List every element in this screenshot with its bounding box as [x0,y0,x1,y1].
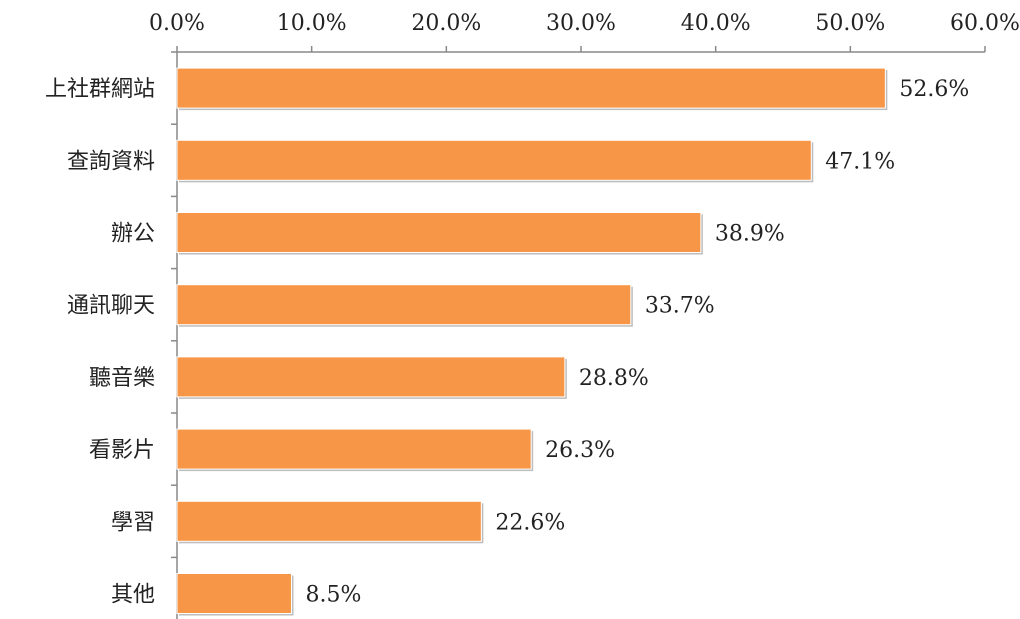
category-label: 看影片 [89,438,155,463]
x-tick-label: 50.0% [815,11,885,36]
data-label: 26.3% [545,438,615,463]
x-tick-label: 20.0% [411,11,481,36]
data-label: 33.7% [645,294,715,319]
category-label: 查詢資料 [67,149,155,174]
data-label: 22.6% [495,510,565,535]
x-tick-label: 30.0% [546,11,616,36]
bar [176,428,532,470]
data-label: 52.6% [899,77,969,102]
x-tick-label: 10.0% [277,11,347,36]
bar [176,67,886,109]
data-label: 28.8% [579,366,649,391]
labels: 上社群網站 52.6% 查詢資料 47.1% 辦公 38.9% 通訊聊天 33.7% 聽音樂 28… [45,77,969,607]
bar [176,212,702,253]
axes: 0.0% 10.0% 20.0% 30.0% 40.0% 50.0% 60.0% [149,11,1020,619]
category-label: 聽音樂 [89,366,155,391]
bar [176,573,292,614]
bar [176,356,566,398]
bar [176,500,482,542]
bars [176,67,888,616]
data-label: 8.5% [305,583,361,608]
category-label: 上社群網站 [45,77,155,102]
data-label: 38.9% [715,222,785,247]
bar [176,284,632,326]
x-tick-label: 60.0% [950,11,1020,36]
x-tick-label: 40.0% [681,11,751,36]
category-label: 其他 [111,583,155,608]
category-label: 通訊聊天 [67,294,155,319]
category-label: 辦公 [111,222,155,247]
bar [176,139,812,181]
data-label: 47.1% [825,149,895,174]
x-tick-label: 0.0% [149,11,205,36]
category-label: 學習 [111,510,155,535]
